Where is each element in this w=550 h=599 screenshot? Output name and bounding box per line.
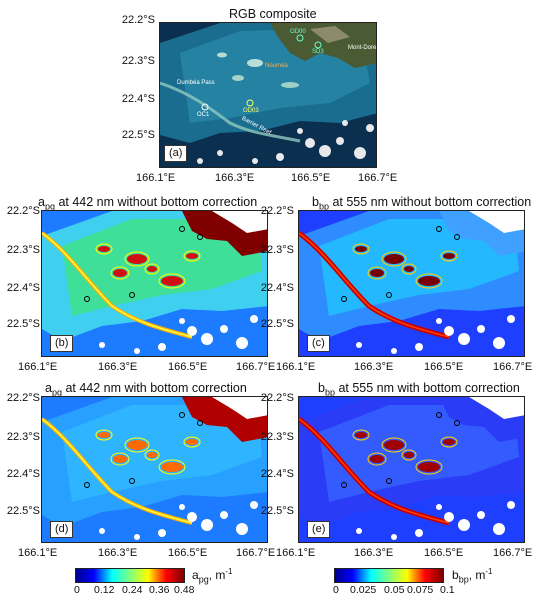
station-label-od03: OD03 bbox=[243, 108, 259, 114]
panel-d-title: apg at 442 nm with bottom correction bbox=[45, 381, 247, 398]
panel-c-lat-tick: 22.5°S bbox=[260, 318, 294, 330]
panel-d-lon-tick: 166.1°E bbox=[18, 547, 58, 559]
panel-d-lat-tick: 22.4°S bbox=[6, 468, 40, 480]
panel-b-lon-tick: 166.1°E bbox=[18, 361, 58, 373]
parameter-field-map bbox=[42, 211, 267, 356]
place-label-noumea: Nouméa bbox=[265, 63, 288, 69]
panel-c-bbp-map: (c) bbox=[298, 210, 525, 357]
panel-a-label: (a) bbox=[164, 145, 188, 162]
panel-c-lon-tick: 166.3°E bbox=[354, 361, 394, 373]
bbp-colorbar-tick: 0.025 bbox=[350, 584, 377, 596]
panel-a-lat-tick: 22.4°S bbox=[121, 93, 155, 105]
apg-colorbar-unit: apg, m-1 bbox=[192, 567, 233, 585]
place-label-mont-dore: Mont-Dore bbox=[348, 45, 377, 51]
panel-e-lon-tick: 166.3°E bbox=[354, 547, 394, 559]
panel-c-lon-tick: 166.1°E bbox=[276, 361, 316, 373]
place-label-dumbea-pass: Dumbéa Pass bbox=[177, 80, 215, 86]
panel-d-lon-tick: 166.7°E bbox=[236, 547, 276, 559]
panel-d-lat-tick: 22.3°S bbox=[6, 431, 40, 443]
station-label-oc1: OC1 bbox=[197, 112, 210, 118]
panel-e-lat-tick: 22.5°S bbox=[260, 505, 294, 517]
station-label-od00: OD00 bbox=[290, 29, 306, 35]
panel-a-rgb-map: Dumbéa Pass Barrier Reef OC1 OD03 OD00 S… bbox=[159, 22, 377, 168]
panel-b-label: (b) bbox=[50, 335, 74, 352]
bbp-colorbar-tick: 0.1 bbox=[440, 584, 455, 596]
panel-a-lon-tick: 166.5°E bbox=[291, 172, 331, 184]
panel-b-lat-tick: 22.5°S bbox=[6, 318, 40, 330]
panel-b-lat-tick: 22.4°S bbox=[6, 282, 40, 294]
station-label-sd3: SD3 bbox=[312, 49, 324, 55]
parameter-field-map bbox=[299, 211, 524, 356]
bbp-colorbar-unit: bbp, m-1 bbox=[452, 567, 493, 585]
panel-a-lon-tick: 166.7°E bbox=[358, 172, 398, 184]
parameter-field-map bbox=[42, 397, 267, 542]
panel-e-title: bbp at 555 nm with bottom correction bbox=[318, 381, 520, 398]
apg-colorbar-tick: 0.36 bbox=[149, 584, 170, 596]
panel-b-lat-tick: 22.3°S bbox=[6, 244, 40, 256]
panel-c-lon-tick: 166.5°E bbox=[424, 361, 464, 373]
panel-e-lat-tick: 22.4°S bbox=[260, 468, 294, 480]
panel-d-lat-tick: 22.5°S bbox=[6, 505, 40, 517]
panel-b-apg-map: (b) bbox=[41, 210, 268, 357]
bbp-colorbar-tick: 0 bbox=[333, 584, 339, 596]
parameter-field-map bbox=[299, 397, 524, 542]
panel-c-lon-tick: 166.7°E bbox=[493, 361, 533, 373]
panel-c-label: (c) bbox=[307, 335, 330, 352]
panel-b-lon-tick: 166.7°E bbox=[236, 361, 276, 373]
panel-c-title: bbp at 555 nm without bottom correction bbox=[312, 195, 532, 212]
panel-d-apg-map: (d) bbox=[41, 396, 268, 543]
apg-colorbar-tick: 0 bbox=[74, 584, 80, 596]
panel-a-lat-tick: 22.3°S bbox=[121, 55, 155, 67]
panel-a-lon-tick: 166.3°E bbox=[215, 172, 255, 184]
bbp-colorbar bbox=[334, 568, 444, 583]
panel-c-lat-tick: 22.3°S bbox=[260, 244, 294, 256]
panel-b-lat-tick: 22.2°S bbox=[6, 205, 40, 217]
apg-colorbar-tick: 0.24 bbox=[122, 584, 143, 596]
panel-e-lat-tick: 22.3°S bbox=[260, 431, 294, 443]
panel-d-label: (d) bbox=[50, 521, 74, 538]
panel-e-lat-tick: 22.2°S bbox=[260, 392, 294, 404]
panel-d-lon-tick: 166.5°E bbox=[168, 547, 208, 559]
panel-d-lon-tick: 166.3°E bbox=[98, 547, 138, 559]
panel-a-lon-tick: 166.1°E bbox=[136, 172, 176, 184]
bbp-colorbar-tick: 0.075 bbox=[407, 584, 434, 596]
panel-e-lon-tick: 166.5°E bbox=[424, 547, 464, 559]
panel-b-lon-tick: 166.3°E bbox=[98, 361, 138, 373]
bbp-colorbar-tick: 0.05 bbox=[384, 584, 405, 596]
panel-a-title: RGB composite bbox=[229, 7, 317, 21]
panel-e-lon-tick: 166.7°E bbox=[493, 547, 533, 559]
apg-colorbar bbox=[75, 568, 185, 583]
panel-b-title: apg at 442 nm without bottom correction bbox=[38, 195, 258, 212]
panel-d-lat-tick: 22.2°S bbox=[6, 392, 40, 404]
panel-b-lon-tick: 166.5°E bbox=[168, 361, 208, 373]
panel-a-lat-tick: 22.2°S bbox=[121, 14, 155, 26]
panel-e-lon-tick: 166.1°E bbox=[276, 547, 316, 559]
panel-a-lat-tick: 22.5°S bbox=[121, 129, 155, 141]
apg-colorbar-tick: 0.12 bbox=[94, 584, 115, 596]
panel-e-bbp-map: (e) bbox=[298, 396, 525, 543]
panel-e-label: (e) bbox=[307, 521, 331, 538]
apg-colorbar-tick: 0.48 bbox=[174, 584, 195, 596]
rgb-composite-image bbox=[160, 23, 376, 167]
panel-c-lat-tick: 22.2°S bbox=[260, 205, 294, 217]
panel-c-lat-tick: 22.4°S bbox=[260, 282, 294, 294]
